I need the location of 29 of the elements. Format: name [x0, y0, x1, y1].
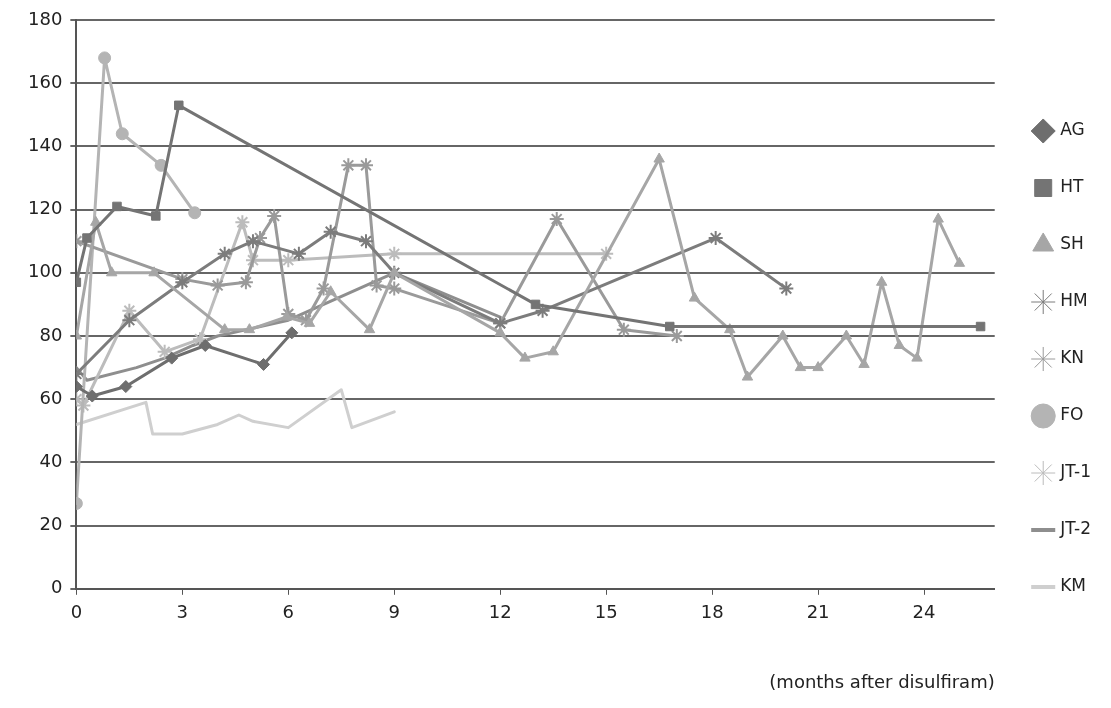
x-tick-label: 0 — [70, 601, 83, 623]
legend-label: HM — [1060, 290, 1088, 311]
x-tick-label: 6 — [282, 601, 295, 623]
y-tick-label: 60 — [39, 386, 63, 408]
y-tick-label: 80 — [39, 323, 63, 345]
x-axis-title: (months after disulfiram) — [769, 670, 995, 692]
x-tick-label: 18 — [700, 601, 724, 623]
x-tick-label: 21 — [806, 601, 830, 623]
y-tick-label: 120 — [28, 197, 63, 219]
x-tick-label: 15 — [594, 601, 618, 623]
y-tick-label: 0 — [50, 576, 63, 598]
y-tick-label: 180 — [28, 7, 63, 29]
legend-label: JT-1 — [1059, 461, 1092, 482]
y-tick-label: 100 — [28, 260, 63, 282]
legend-label: SH — [1060, 233, 1084, 254]
legend-label: JT-2 — [1059, 518, 1092, 539]
legend-label: KM — [1060, 575, 1087, 596]
x-tick-label: 12 — [488, 601, 512, 623]
x-tick-label: 24 — [912, 601, 936, 623]
y-tick-label: 140 — [28, 134, 63, 156]
legend-label: HT — [1060, 176, 1084, 197]
legend-label: FO — [1060, 404, 1084, 425]
y-tick-label: 40 — [39, 450, 63, 472]
x-tick-label: 9 — [388, 601, 400, 623]
legend-label: KN — [1060, 347, 1085, 368]
y-tick-label: 160 — [28, 70, 63, 92]
x-tick-label: 3 — [176, 601, 189, 623]
legend-label: AG — [1060, 119, 1085, 140]
y-tick-label: 20 — [39, 513, 63, 535]
